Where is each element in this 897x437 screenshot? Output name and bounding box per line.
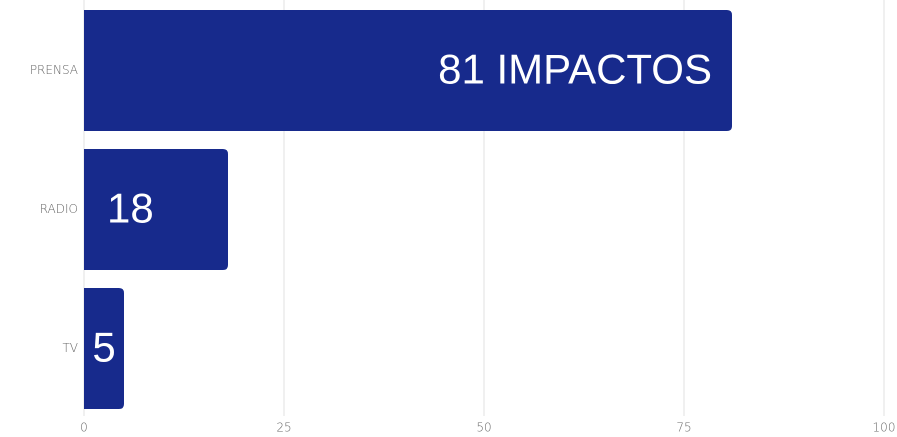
value-label: 18 [107, 185, 154, 232]
bar [84, 10, 732, 131]
y-tick-label: PRENSA [30, 63, 78, 77]
y-tick-label: RADIO [40, 202, 78, 216]
x-tick-label: 0 [80, 421, 88, 435]
value-label: 5 [92, 324, 115, 371]
x-tick-label: 100 [873, 421, 896, 435]
x-tick-label: 50 [476, 421, 491, 435]
x-tick-label: 75 [676, 421, 691, 435]
x-tick-label: 25 [276, 421, 291, 435]
bar [84, 149, 228, 270]
bar [84, 288, 124, 409]
y-tick-label: TV [62, 341, 78, 355]
value-label: 81 IMPACTOS [438, 46, 712, 93]
